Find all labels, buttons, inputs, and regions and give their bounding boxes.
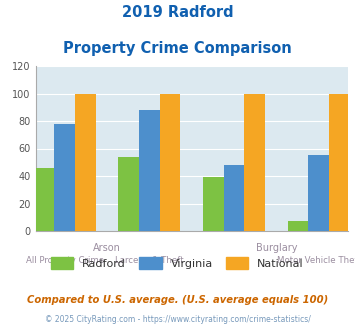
Text: All Property Crime: All Property Crime (26, 256, 104, 265)
Bar (224, 165, 245, 231)
Bar (288, 221, 308, 231)
Legend: Radford, Virginia, National: Radford, Virginia, National (47, 253, 308, 273)
Text: Burglary: Burglary (256, 244, 297, 253)
Text: Larceny & Theft: Larceny & Theft (115, 256, 184, 265)
Bar (75, 93, 96, 231)
Text: Property Crime Comparison: Property Crime Comparison (63, 41, 292, 56)
Text: 2019 Radford: 2019 Radford (122, 5, 233, 20)
Text: Compared to U.S. average. (U.S. average equals 100): Compared to U.S. average. (U.S. average … (27, 295, 328, 305)
Bar (139, 110, 160, 231)
Bar (33, 168, 54, 231)
Bar (118, 157, 139, 231)
Bar (160, 93, 180, 231)
Bar (329, 93, 350, 231)
Bar (245, 93, 265, 231)
Text: Arson: Arson (93, 244, 121, 253)
Text: © 2025 CityRating.com - https://www.cityrating.com/crime-statistics/: © 2025 CityRating.com - https://www.city… (45, 315, 310, 324)
Bar (308, 155, 329, 231)
Text: Motor Vehicle Theft: Motor Vehicle Theft (277, 256, 355, 265)
Bar (203, 178, 224, 231)
Bar (54, 124, 75, 231)
